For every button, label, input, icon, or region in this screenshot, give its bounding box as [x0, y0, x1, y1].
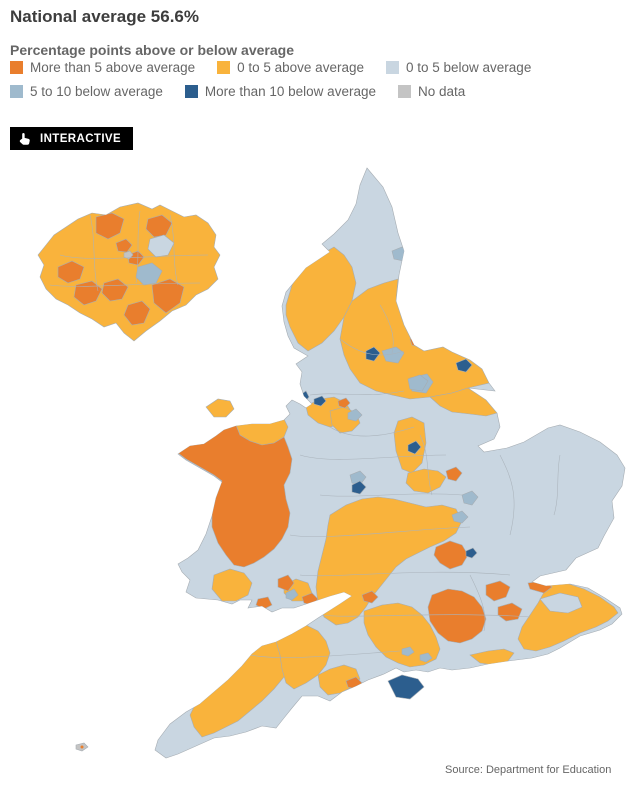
region-portsmouth-coast-a[interactable]	[401, 646, 415, 657]
legend-item-0_5_above: 0 to 5 above average	[217, 60, 364, 75]
region-redcar-spot[interactable]	[409, 334, 427, 348]
legend-title: Percentage points above or below average	[10, 42, 294, 58]
legend-label: 5 to 10 below average	[30, 84, 163, 99]
region-stoke[interactable]	[351, 480, 367, 495]
legend-row-1: More than 5 above average 0 to 5 above av…	[10, 60, 620, 75]
region-isle-of-wight[interactable]	[387, 674, 425, 700]
region-blackburn[interactable]	[313, 395, 327, 407]
hand-pointer-icon	[19, 132, 30, 145]
region-inset-bromley[interactable]	[151, 278, 185, 314]
region-kent-east[interactable]	[539, 592, 583, 614]
region-inset-hounslow[interactable]	[57, 260, 85, 284]
region-swindon[interactable]	[361, 590, 379, 604]
county-boundary-line	[319, 493, 463, 497]
county-boundary-line	[553, 454, 561, 516]
region-inset-city[interactable]	[123, 250, 134, 260]
legend-label: More than 10 below average	[204, 84, 376, 99]
legend-swatch-0_5_above	[217, 61, 231, 74]
borough-boundary-line	[169, 214, 179, 286]
legend: More than 5 above average 0 to 5 above av…	[10, 60, 620, 108]
legend-item-no_data: No data	[397, 84, 466, 99]
county-boundary-line	[249, 650, 401, 658]
region-luton[interactable]	[465, 547, 478, 559]
region-surrey-cluster[interactable]	[427, 588, 487, 644]
legend-row-2: 5 to 10 below average More than 10 below …	[10, 84, 620, 99]
region-rutland[interactable]	[445, 466, 463, 482]
region-stoke-surround[interactable]	[349, 470, 367, 486]
region-inset-richmond[interactable]	[73, 280, 103, 306]
region-nottingham[interactable]	[407, 440, 422, 455]
region-inset-croydon[interactable]	[123, 300, 151, 326]
interactive-badge-label: INTERACTIVE	[40, 132, 122, 145]
choropleth-map	[0, 155, 631, 775]
county-boundary-line	[329, 426, 415, 437]
legend-item-5_10_below: 5 to 10 below average	[10, 84, 163, 99]
region-vale-of-glamorgan[interactable]	[285, 588, 299, 601]
region-trafford[interactable]	[337, 397, 351, 409]
county-boundary-line	[319, 614, 531, 618]
region-leeds-area[interactable]	[381, 346, 405, 364]
region-anglesey[interactable]	[205, 398, 235, 418]
region-manchester-city[interactable]	[347, 408, 363, 422]
borough-boundary-line	[49, 282, 201, 287]
legend-item-0_5_below: 0 to 5 below average	[385, 60, 532, 75]
county-boundary-line	[289, 526, 471, 537]
map-svg	[37, 167, 626, 759]
legend-swatch-no_data	[397, 85, 411, 98]
county-boundary-line	[469, 574, 486, 632]
legend-item-more_10_below: More than 10 below average	[184, 84, 376, 99]
legend-swatch-more_5_above	[10, 61, 23, 74]
county-boundary-line	[339, 338, 405, 356]
region-berkshire-cluster[interactable]	[497, 602, 523, 622]
region-scilly-dot[interactable]	[80, 745, 84, 749]
legend-label: 0 to 5 above average	[237, 60, 364, 75]
region-beds-bucks-cluster[interactable]	[433, 540, 469, 570]
interactive-badge: INTERACTIVE	[10, 127, 134, 150]
region-carmarthenshire[interactable]	[211, 568, 253, 602]
legend-item-more_5_above: More than 5 above average	[10, 60, 195, 75]
borough-boundary-line	[135, 210, 141, 284]
county-boundary-line	[309, 390, 405, 396]
county-boundary-line	[499, 454, 515, 536]
region-inset-greenwich[interactable]	[135, 262, 163, 286]
borough-boundary-line	[89, 214, 99, 292]
region-swansea[interactable]	[255, 596, 273, 610]
legend-label: No data	[417, 84, 466, 99]
page-title: National average 56.6%	[10, 7, 199, 26]
region-east-riding[interactable]	[429, 387, 498, 417]
county-boundary-line	[379, 304, 394, 354]
region-inset-camden[interactable]	[115, 238, 133, 253]
county-boundary-line	[299, 571, 511, 577]
legend-swatch-5_10_below	[10, 85, 23, 98]
region-darlington[interactable]	[365, 346, 381, 362]
region-mid-wales[interactable]	[177, 424, 293, 568]
region-portsmouth-coast-b[interactable]	[419, 652, 433, 663]
region-valleys-orange[interactable]	[277, 574, 295, 592]
region-south-yorkshire[interactable]	[407, 374, 429, 392]
county-boundary-line	[299, 454, 447, 460]
legend-swatch-more_10_below	[184, 85, 198, 98]
source-attribution: Source: Department for Education	[445, 764, 612, 776]
borough-boundary-line	[59, 254, 209, 259]
region-bedford[interactable]	[451, 510, 469, 524]
region-hampshire[interactable]	[363, 602, 441, 668]
region-hull[interactable]	[455, 358, 473, 373]
region-inset-waltham[interactable]	[145, 214, 173, 238]
region-inset-redbridge[interactable]	[147, 234, 175, 258]
county-boundary-line	[419, 434, 433, 496]
region-midlands-belt[interactable]	[315, 496, 463, 626]
legend-label: 0 to 5 below average	[405, 60, 532, 75]
region-north-yorkshire[interactable]	[339, 278, 490, 400]
region-inset-merton[interactable]	[101, 278, 129, 302]
legend-label: More than 5 above average	[30, 60, 196, 75]
region-inset-barnet[interactable]	[95, 212, 125, 240]
region-brighton-coast[interactable]	[469, 648, 515, 666]
region-leicestershire[interactable]	[405, 468, 447, 494]
legend-swatch-0_5_below	[385, 61, 399, 74]
region-peterborough[interactable]	[461, 490, 479, 506]
region-west-london-fringe[interactable]	[485, 580, 511, 602]
